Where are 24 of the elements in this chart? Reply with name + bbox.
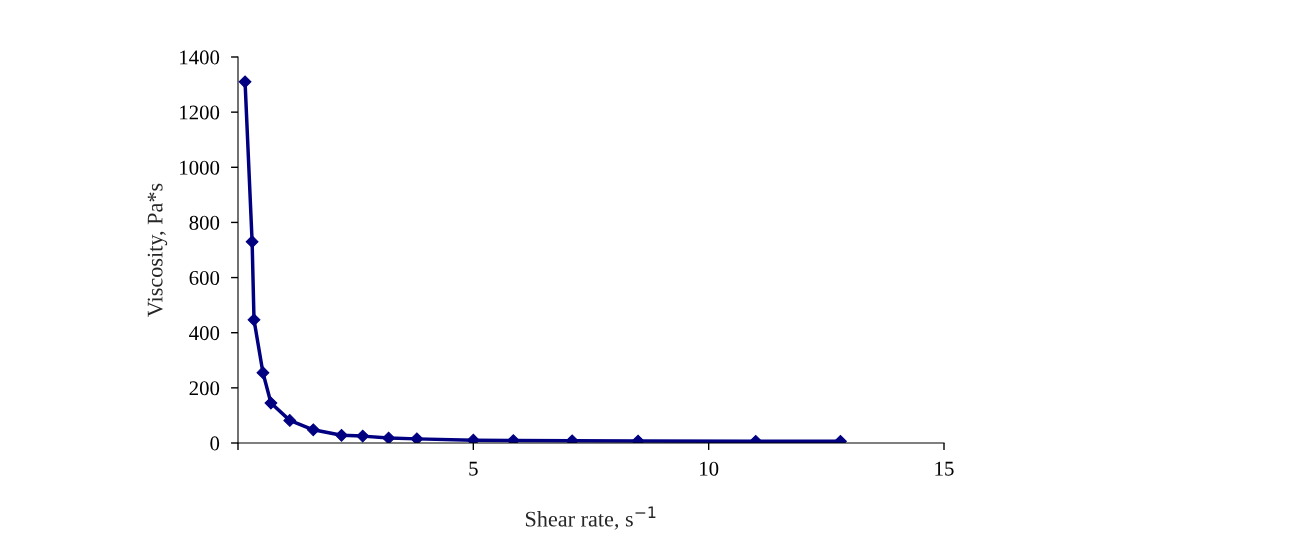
point bbox=[306, 423, 320, 437]
point bbox=[382, 431, 396, 443]
x-axis-title: Shear rate, s$^{−1}$ bbox=[525, 506, 656, 530]
y-tick-label: 0 bbox=[210, 436, 220, 451]
y-tick-label: 200 bbox=[189, 381, 220, 396]
point bbox=[245, 235, 259, 249]
point bbox=[356, 429, 370, 443]
point bbox=[283, 413, 297, 427]
y-tick-label: 800 bbox=[189, 215, 220, 230]
point bbox=[238, 75, 252, 89]
y-tick-label: 1400 bbox=[180, 50, 220, 65]
y-tick-label: 600 bbox=[189, 270, 220, 285]
y-tick-label: 1000 bbox=[180, 160, 220, 175]
x-tick-label: 5 bbox=[469, 461, 478, 476]
point bbox=[256, 366, 270, 380]
point bbox=[247, 313, 261, 327]
x-tick-label: 15 bbox=[935, 461, 954, 476]
point bbox=[410, 432, 424, 443]
y-tick-label: 1200 bbox=[180, 105, 220, 120]
point bbox=[264, 396, 278, 410]
x-tick-label: 10 bbox=[700, 461, 719, 476]
point bbox=[335, 428, 348, 442]
y-axis-title: Viscosity, Pa*s bbox=[147, 183, 168, 317]
y-tick-label: 400 bbox=[189, 326, 220, 341]
